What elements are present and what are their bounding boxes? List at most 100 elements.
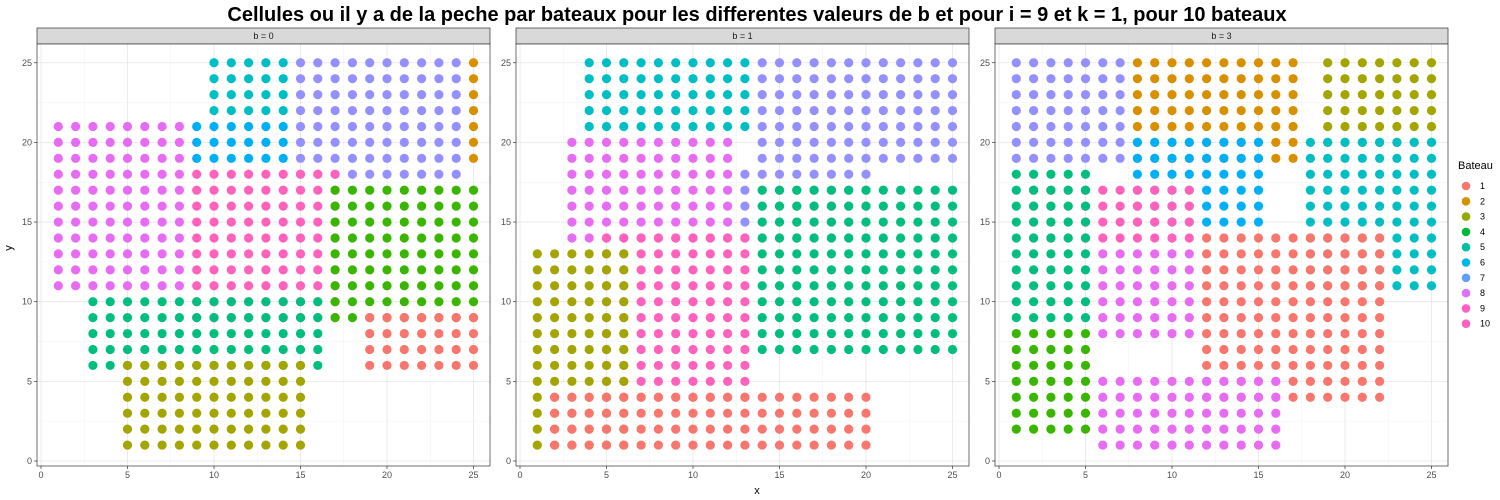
data-point (1340, 137, 1350, 147)
data-point (1184, 233, 1194, 243)
data-point (451, 233, 461, 243)
data-point (209, 360, 219, 371)
data-point (1271, 121, 1281, 132)
x-tick-label: 0 (38, 470, 43, 480)
data-point (688, 424, 698, 434)
data-point (261, 392, 271, 402)
data-point (1323, 328, 1333, 339)
data-point (1046, 297, 1056, 307)
data-point (861, 201, 871, 211)
data-point (295, 440, 306, 450)
data-point (688, 121, 698, 132)
data-point (313, 137, 323, 147)
data-point (1184, 137, 1194, 147)
y-tick-label: 25 (980, 58, 990, 68)
data-point (1150, 265, 1160, 275)
data-point (653, 169, 664, 179)
data-point (157, 233, 167, 243)
data-point (1323, 58, 1333, 68)
data-point (140, 201, 150, 211)
data-point (567, 281, 577, 291)
data-point (636, 137, 646, 147)
data-point (192, 185, 202, 195)
data-point (382, 265, 392, 275)
data-point (122, 424, 133, 434)
data-point (947, 201, 958, 211)
data-point (192, 313, 202, 323)
data-point (1375, 233, 1385, 243)
legend-key (1461, 227, 1471, 237)
data-point (619, 408, 629, 418)
data-point (1011, 344, 1021, 355)
data-point (468, 153, 479, 163)
data-point (705, 74, 715, 84)
data-point (434, 58, 444, 68)
data-point (584, 424, 594, 434)
data-point (1409, 249, 1419, 259)
data-point (174, 201, 184, 211)
data-point (1167, 185, 1177, 195)
data-point (757, 90, 767, 100)
data-point (947, 90, 958, 100)
data-point (53, 169, 63, 179)
data-point (261, 297, 271, 307)
data-point (1080, 90, 1091, 100)
data-point (417, 328, 427, 339)
data-point (930, 90, 940, 100)
data-point (1323, 233, 1333, 243)
data-point (382, 58, 392, 68)
data-point (1063, 313, 1073, 323)
data-point (1132, 185, 1142, 195)
data-point (809, 217, 819, 227)
data-point (209, 328, 219, 339)
data-point (244, 313, 254, 323)
data-point (174, 440, 184, 450)
data-point (417, 58, 427, 68)
data-point (1011, 376, 1021, 386)
data-point (399, 185, 409, 195)
data-point (1115, 105, 1125, 116)
data-point (1288, 265, 1298, 275)
data-point (1426, 265, 1437, 275)
data-point (1184, 313, 1194, 323)
data-point (1063, 233, 1073, 243)
data-point (757, 105, 767, 116)
data-point (792, 408, 802, 418)
data-point (861, 233, 871, 243)
data-point (826, 344, 837, 355)
data-point (330, 121, 340, 132)
data-point (192, 201, 202, 211)
data-point (1305, 265, 1315, 275)
data-point (1098, 392, 1108, 402)
data-point (451, 58, 461, 68)
data-point (567, 328, 577, 339)
data-point (653, 217, 664, 227)
data-point (122, 121, 133, 132)
data-point (278, 360, 288, 371)
data-point (1202, 424, 1212, 434)
data-point (1011, 281, 1021, 291)
data-point (382, 201, 392, 211)
data-point (244, 105, 254, 116)
data-point (757, 249, 767, 259)
data-point (278, 169, 288, 179)
data-point (809, 90, 819, 100)
data-point (1271, 408, 1281, 418)
data-point (1253, 392, 1264, 402)
data-point (105, 313, 115, 323)
data-point (209, 376, 219, 386)
data-point (140, 169, 150, 179)
data-point (930, 297, 940, 307)
data-point (1236, 376, 1246, 386)
data-point (1375, 249, 1385, 259)
data-point (295, 233, 306, 243)
data-point (174, 344, 184, 355)
data-point (313, 281, 323, 291)
data-point (757, 137, 767, 147)
data-point (1357, 105, 1367, 116)
data-point (1323, 169, 1333, 179)
data-point (434, 249, 444, 259)
data-point (619, 265, 629, 275)
data-point (278, 153, 288, 163)
